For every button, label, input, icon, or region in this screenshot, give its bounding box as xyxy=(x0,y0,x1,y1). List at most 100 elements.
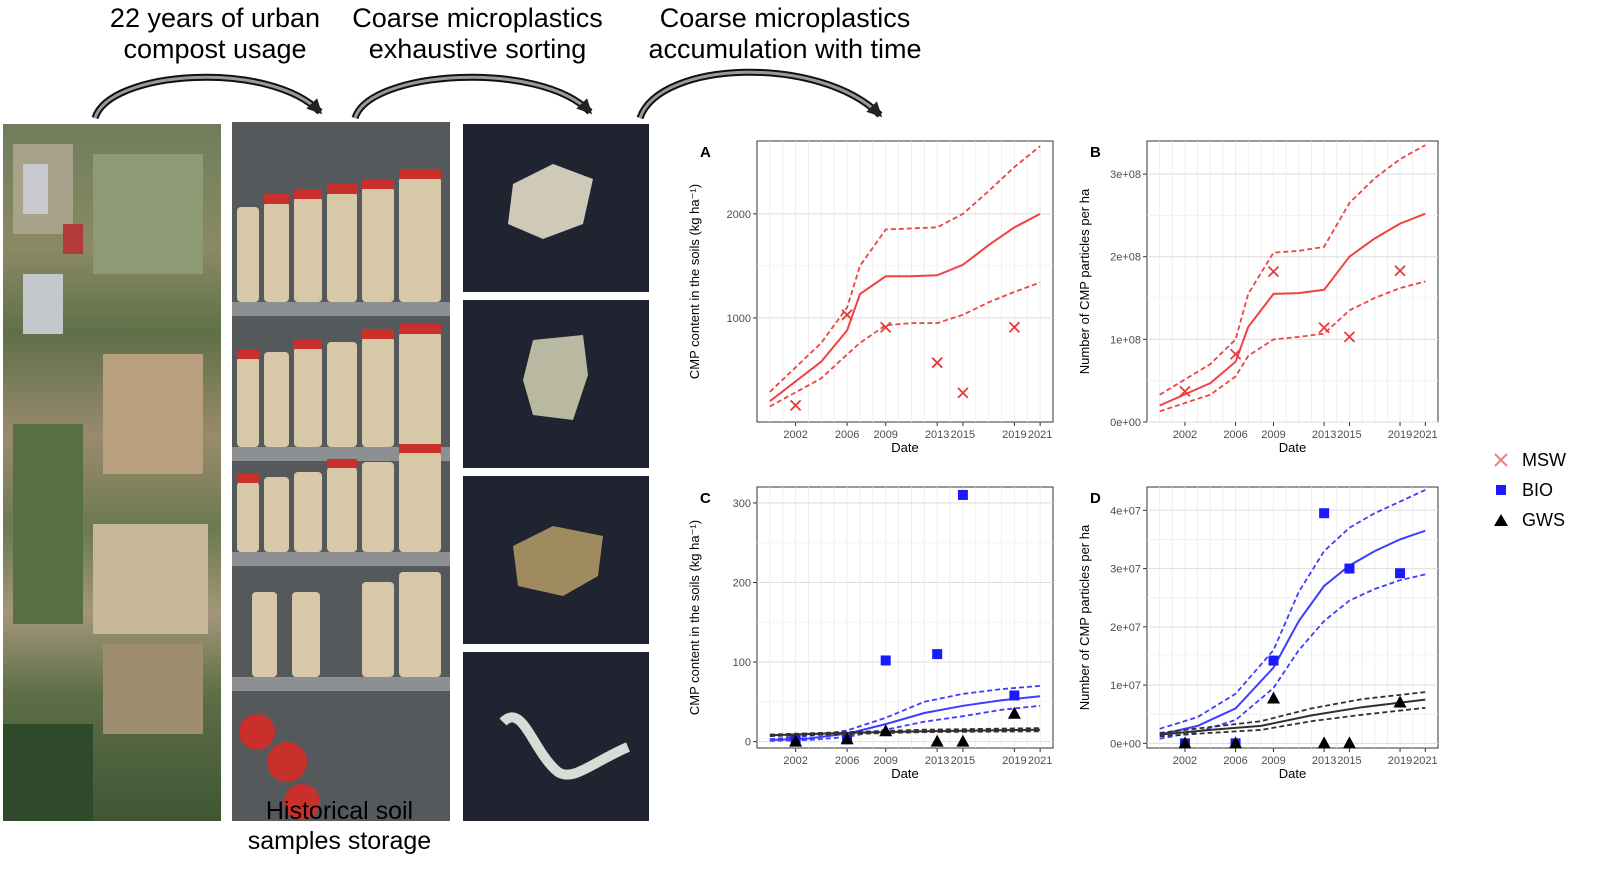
x-tick-label: 2002 xyxy=(783,755,807,767)
x-tick-label: 2009 xyxy=(1261,429,1285,441)
plot-frame xyxy=(1146,140,1439,423)
y-tick-label: 200 xyxy=(733,577,751,589)
x-tick-label: 2013 xyxy=(1312,429,1336,441)
y-tick-label: 0 xyxy=(745,737,751,749)
data-point-msw xyxy=(841,309,853,321)
data-point-gws xyxy=(930,734,944,747)
upper-ci-line-bio xyxy=(769,685,1041,741)
header-step3-line1: Coarse microplastics xyxy=(659,3,911,33)
panel-label-c: C xyxy=(700,490,711,507)
data-point-msw xyxy=(931,357,943,369)
storage-caption-line2: samples storage xyxy=(247,827,432,855)
lower-ci-line-msw xyxy=(1159,280,1426,413)
header-step2: Coarse microplastics exhaustive sorting xyxy=(335,3,620,65)
chart-panel-c: 2002 2006 2009 2013 2015 2019 2021 0 100 200 300 Da… xyxy=(687,486,1054,781)
fit-line-msw xyxy=(1159,212,1426,407)
x-axis-title: Date xyxy=(1279,766,1306,781)
header-step3-line2: accumulation with time xyxy=(648,34,922,64)
x-axis-title: Date xyxy=(891,766,918,781)
cross-marker-icon xyxy=(1494,453,1508,467)
legend-item-gws: GWS xyxy=(1492,505,1566,535)
data-point-msw xyxy=(1343,331,1356,343)
panel-label-a: A xyxy=(700,144,711,161)
data-point-msw xyxy=(1318,322,1330,334)
data-point-bio xyxy=(1395,568,1406,579)
data-point-gws xyxy=(1267,691,1281,704)
y-tick-label: 3e+07 xyxy=(1110,564,1141,576)
x-tick-label: 2009 xyxy=(873,429,897,441)
data-point-bio xyxy=(1009,690,1020,701)
upper-ci-line-gws xyxy=(1159,691,1426,734)
legend: MSW BIO GWS xyxy=(1492,445,1566,535)
microplastic-fragment-photo xyxy=(463,300,649,468)
upper-ci-line-bio xyxy=(1159,489,1426,730)
x-tick-label: 2019 xyxy=(1002,429,1026,441)
data-point-gws xyxy=(1342,736,1356,749)
microplastic-fiber-photo xyxy=(463,652,649,821)
header-step1-line1: 22 years of urban xyxy=(109,3,321,33)
x-tick-label: 2015 xyxy=(951,429,975,441)
legend-item-msw: MSW xyxy=(1492,445,1566,475)
x-tick-label: 2009 xyxy=(1261,755,1285,767)
data-point-bio xyxy=(880,655,891,666)
x-tick-label: 2002 xyxy=(1173,429,1197,441)
x-tick-label: 2013 xyxy=(925,755,949,767)
y-tick-label: 2e+07 xyxy=(1110,622,1141,634)
data-point-gws xyxy=(1007,706,1021,719)
x-tick-label: 2021 xyxy=(1413,755,1437,767)
panel-label-d: D xyxy=(1090,490,1101,507)
lower-ci-line-msw xyxy=(769,281,1041,408)
data-point-bio xyxy=(1319,508,1330,519)
data-point-msw xyxy=(789,399,802,411)
upper-ci-line-msw xyxy=(1159,144,1426,396)
data-point-gws xyxy=(956,734,970,747)
y-axis-title: CMP content in the soils (kg ha⁻¹) xyxy=(687,520,702,715)
lower-ci-line-bio xyxy=(769,704,1041,742)
panel-label-b: B xyxy=(1090,144,1101,161)
fit-line-gws xyxy=(1159,698,1426,736)
x-tick-label: 2021 xyxy=(1028,429,1052,441)
data-point-gws xyxy=(1317,736,1331,749)
data-point-gws xyxy=(840,732,854,745)
storage-caption: Historical soil samples storage xyxy=(222,796,457,856)
data-point-gws xyxy=(879,724,893,737)
data-point-msw xyxy=(957,387,969,399)
x-tick-label: 2021 xyxy=(1413,429,1437,441)
square-marker-icon xyxy=(1496,485,1506,495)
x-axis-title: Date xyxy=(1279,440,1306,455)
y-tick-label: 1e+07 xyxy=(1110,680,1141,692)
microplastic-foam-photo xyxy=(463,476,649,644)
data-point-msw xyxy=(1229,348,1242,360)
data-point-bio xyxy=(932,649,943,660)
x-tick-label: 2006 xyxy=(1223,429,1247,441)
x-tick-label: 2006 xyxy=(835,755,859,767)
triangle-marker-icon xyxy=(1494,514,1508,526)
microplastic-film-photo xyxy=(463,124,649,292)
data-point-msw xyxy=(1008,321,1021,333)
y-tick-label: 2000 xyxy=(727,209,751,221)
y-tick-label: 2e+08 xyxy=(1110,252,1141,264)
x-tick-label: 2006 xyxy=(835,429,859,441)
y-tick-label: 3e+08 xyxy=(1110,169,1141,181)
data-point-msw xyxy=(880,321,892,333)
x-tick-label: 2013 xyxy=(925,429,949,441)
fit-line-bio xyxy=(769,695,1041,741)
y-axis-title: Number of CMP particles per ha xyxy=(1077,524,1092,710)
x-tick-label: 2021 xyxy=(1028,755,1052,767)
plot-frame xyxy=(756,486,1054,749)
x-tick-label: 2006 xyxy=(1223,755,1247,767)
x-tick-label: 2002 xyxy=(783,429,807,441)
legend-label-msw: MSW xyxy=(1522,450,1566,470)
data-point-gws xyxy=(1229,736,1243,749)
y-axis-title: Number of CMP particles per ha xyxy=(1077,188,1092,374)
header-step3: Coarse microplastics accumulation with t… xyxy=(620,3,950,65)
data-point-gws xyxy=(1393,695,1407,708)
fit-line-msw xyxy=(769,213,1041,402)
data-point-msw xyxy=(1267,265,1280,278)
lower-ci-line-gws xyxy=(1159,706,1426,738)
y-tick-label: 4e+07 xyxy=(1110,505,1141,517)
x-tick-label: 2013 xyxy=(1312,755,1336,767)
x-tick-label: 2019 xyxy=(1002,755,1026,767)
header-step1-line2: compost usage xyxy=(123,34,307,64)
